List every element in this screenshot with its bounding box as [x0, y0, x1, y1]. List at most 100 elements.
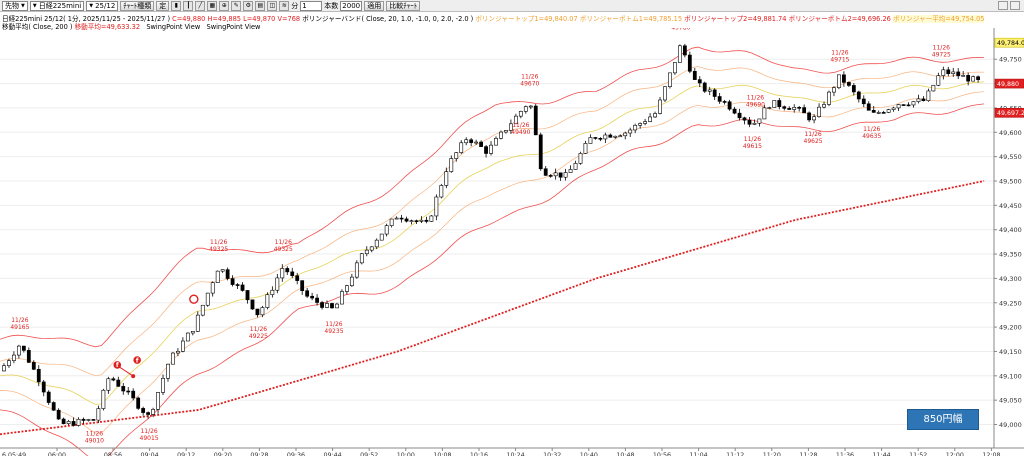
bollinger-bottom1: ボリンジャーボトム1=49,785.15: [579, 15, 683, 23]
swing-price-label: 49165: [10, 324, 29, 331]
candle-body: [677, 45, 682, 63]
swing-price-label: 49670: [520, 81, 539, 88]
candle-body: [320, 302, 324, 308]
x-tick-label: 09:12: [177, 452, 195, 456]
candle-body: [414, 220, 419, 222]
contract-select[interactable]: ▼ 25/12: [86, 0, 119, 11]
flag-glyph: f: [116, 361, 119, 369]
candle-body: [717, 96, 722, 102]
count-input[interactable]: 2000: [340, 0, 363, 11]
candle-body: [692, 70, 697, 80]
candle-body: [136, 397, 141, 409]
fixed-button[interactable]: 定: [156, 0, 170, 11]
x-tick-label: 11:44: [873, 452, 891, 456]
x-tick-label: 10:08: [433, 452, 451, 456]
candle-body: [111, 378, 116, 381]
settings-icon[interactable]: ⚙: [243, 0, 254, 11]
moving-average-200: [0, 180, 985, 436]
drawing-icon[interactable]: ✎: [231, 0, 242, 11]
x-tick-label: 10:56: [653, 452, 671, 456]
candle-body: [96, 408, 101, 421]
indicator-icon[interactable]: ≋: [279, 0, 290, 11]
y-tick-label: 49,400: [999, 226, 1022, 234]
candle-body: [295, 275, 300, 281]
product-value: 日経225mini: [38, 1, 82, 10]
bollinger-bands: [0, 46, 985, 456]
bollinger-top2: ボリンジャートップ2=49,881.74: [684, 15, 787, 23]
candle-body: [215, 270, 220, 283]
signal-markers: ff: [112, 294, 199, 379]
x-first-label: 6 05:49: [2, 452, 26, 456]
candle-body: [176, 350, 180, 354]
candle-body: [469, 139, 474, 143]
swing-price-label: 49325: [274, 246, 293, 253]
candle-body: [359, 253, 364, 264]
grid-icon[interactable]: ▦: [207, 0, 218, 11]
candle-body: [190, 331, 195, 334]
chart-type-button[interactable]: ﾁｬｰﾄ種類: [120, 0, 155, 11]
swing-date-label: 11/26: [747, 94, 764, 101]
candle-icon[interactable]: ▮: [171, 0, 182, 11]
swing-date-label: 11/26: [210, 239, 227, 246]
candle-body: [171, 352, 175, 365]
line-icon[interactable]: ╱: [195, 0, 206, 11]
candle-body: [921, 98, 926, 102]
candle-body: [866, 103, 871, 111]
bb-top1-line: [0, 66, 985, 377]
swing-price-label: 49010: [85, 438, 104, 445]
print-icon[interactable]: ▤: [255, 0, 266, 11]
restore-icon[interactable]: [1010, 1, 1020, 10]
period-input[interactable]: 1: [300, 0, 323, 11]
flag-marker: [132, 355, 142, 365]
market-select[interactable]: 先物 ▼: [2, 0, 28, 11]
candle-body: [722, 101, 727, 103]
y-tick-label: 49,500: [999, 177, 1022, 185]
swing-date-label: 11/26: [744, 136, 761, 143]
candle-body: [146, 412, 151, 415]
candle-body: [588, 137, 593, 144]
window-controls: [998, 1, 1020, 10]
candle-body: [91, 419, 96, 421]
candlestick-chart[interactable]: 11/264916511/264901011/264901511/2649325…: [0, 28, 1024, 456]
candle-body: [782, 106, 787, 109]
x-tick-label: 08:56: [104, 452, 122, 456]
y-tick-label: 49,750: [999, 56, 1022, 64]
candle-body: [439, 185, 444, 198]
save-icon[interactable]: ◫: [267, 0, 278, 11]
apply-button[interactable]: 適用: [364, 0, 385, 11]
candle-body: [832, 87, 836, 93]
swing-date-label: 11/26: [275, 239, 292, 246]
contract-value: 25/12: [95, 1, 116, 10]
bar-icon[interactable]: ┃: [183, 0, 194, 11]
candle-body: [523, 106, 528, 112]
candle-body: [51, 402, 56, 411]
swing-price-label: 49690: [746, 101, 765, 108]
x-tick-label: 11:04: [690, 452, 708, 456]
layout-icon[interactable]: [998, 1, 1008, 10]
x-tick-label: 09:28: [250, 452, 268, 456]
x-tick-label: 10:24: [507, 452, 525, 456]
candle-body: [340, 291, 344, 305]
candle-body: [489, 144, 493, 154]
x-tick-label: 10:32: [543, 452, 561, 456]
candle-body: [911, 101, 916, 106]
swing-date-label: 11/26: [863, 126, 880, 133]
product-select[interactable]: ▼ 日経225mini: [29, 0, 85, 11]
zoom-icon[interactable]: ⊕: [219, 0, 230, 11]
candle-body: [335, 303, 339, 309]
x-tick-label: 11:12: [726, 452, 744, 456]
flag-glyph: f: [136, 356, 139, 364]
candle-body: [817, 106, 821, 118]
candle-body: [31, 362, 36, 370]
candle-body: [513, 115, 518, 125]
candle-body: [777, 100, 782, 107]
y-tick-label: 49,200: [999, 324, 1022, 332]
y-tick-label: 49,100: [999, 372, 1022, 380]
x-tick-label: 12:08: [982, 452, 1000, 456]
x-tick-label: 10:40: [580, 452, 598, 456]
ma200-line: [0, 180, 985, 436]
candle-body: [931, 84, 936, 92]
x-tick-label: 09:52: [360, 452, 378, 456]
compare-chart-button[interactable]: 比較ﾁｬｰﾄ: [386, 0, 421, 11]
candle-body: [533, 105, 538, 136]
